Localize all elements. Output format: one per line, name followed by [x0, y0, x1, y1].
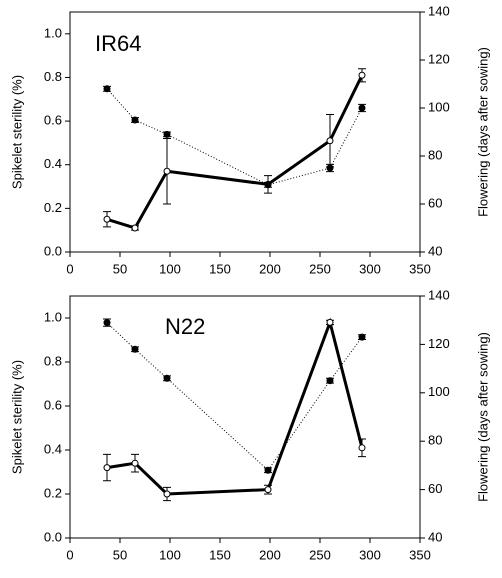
data-point	[131, 224, 139, 232]
y2-tick-label: 120	[428, 51, 450, 66]
y-tick-label: 0.0	[44, 529, 62, 544]
data-point	[163, 167, 171, 175]
series-line	[106, 88, 363, 186]
data-point	[163, 130, 171, 138]
data-point	[358, 71, 366, 79]
data-point	[131, 116, 139, 124]
y2-axis-label: Flowering (days after sowing)	[475, 47, 490, 217]
data-point	[103, 319, 111, 327]
data-point	[326, 137, 334, 145]
y-tick-label: 1.0	[44, 309, 62, 324]
y-tick-label: 0.6	[44, 113, 62, 128]
y2-tick-label: 60	[428, 481, 442, 496]
data-point	[103, 215, 111, 223]
y2-tick-label: 100	[428, 99, 450, 114]
y-tick-label: 0.6	[44, 397, 62, 412]
y-tick-label: 1.0	[44, 25, 62, 40]
x-tick-label: 100	[159, 547, 181, 562]
y-tick-label: 0.4	[44, 156, 62, 171]
data-point	[163, 490, 171, 498]
x-tick-label: 100	[159, 261, 181, 276]
data-point	[326, 164, 334, 172]
x-tick-label: 350	[409, 261, 431, 276]
y-tick-label: 0.2	[44, 485, 62, 500]
x-tick-label: 200	[259, 261, 281, 276]
x-tick-label: 150	[209, 547, 231, 562]
y2-tick-label: 60	[428, 195, 442, 210]
data-point	[358, 333, 366, 341]
data-point	[163, 374, 171, 382]
data-point	[103, 464, 111, 472]
y2-tick-label: 40	[428, 243, 442, 258]
data-point	[358, 104, 366, 112]
y2-axis-label: Flowering (days after sowing)	[475, 332, 490, 502]
data-point	[103, 85, 111, 93]
x-tick-label: 200	[259, 547, 281, 562]
data-point	[264, 181, 272, 189]
y2-tick-label: 100	[428, 384, 450, 399]
data-point	[358, 444, 366, 452]
y-tick-label: 0.8	[44, 69, 62, 84]
x-tick-label: 50	[113, 547, 127, 562]
y-tick-label: 0.2	[44, 200, 62, 215]
panel-annotation: IR64	[95, 31, 141, 56]
data-point	[326, 377, 334, 385]
series-line	[106, 74, 364, 230]
y-tick-label: 0.0	[44, 243, 62, 258]
y2-tick-label: 80	[428, 147, 442, 162]
y2-tick-label: 120	[428, 336, 450, 351]
y-tick-label: 0.8	[44, 353, 62, 368]
series-line	[106, 322, 363, 471]
y2-tick-label: 140	[428, 287, 450, 302]
data-point	[326, 318, 334, 326]
y-tick-label: 0.4	[44, 441, 62, 456]
x-tick-label: 150	[209, 261, 231, 276]
x-tick-label: 350	[409, 547, 431, 562]
x-tick-label: 250	[309, 547, 331, 562]
y2-tick-label: 80	[428, 433, 442, 448]
y2-tick-label: 140	[428, 3, 450, 18]
plot-frame	[69, 11, 421, 253]
x-tick-label: 300	[359, 547, 381, 562]
series-line	[106, 317, 364, 496]
plot-frame	[69, 295, 421, 539]
data-point	[131, 345, 139, 353]
x-tick-label: 300	[359, 261, 381, 276]
data-point	[264, 486, 272, 494]
data-point	[131, 459, 139, 467]
y-axis-label: Spikelet sterility (%)	[9, 360, 24, 474]
x-tick-label: 0	[66, 547, 73, 562]
x-tick-label: 50	[113, 261, 127, 276]
y-axis-label: Spikelet sterility (%)	[9, 75, 24, 189]
data-point	[264, 466, 272, 474]
panel-annotation: N22	[165, 314, 205, 339]
y2-tick-label: 40	[428, 529, 442, 544]
x-tick-label: 250	[309, 261, 331, 276]
x-tick-label: 0	[66, 261, 73, 276]
